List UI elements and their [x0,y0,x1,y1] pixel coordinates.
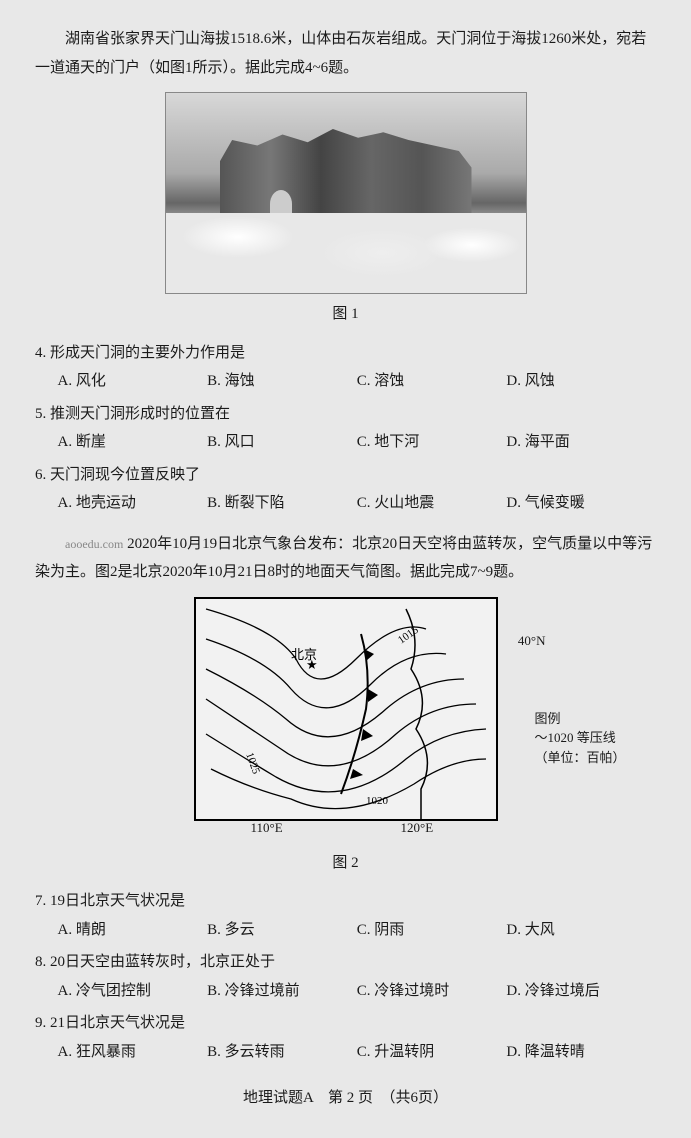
q6-option-c: C. 火山地震 [357,489,507,518]
q4-option-a: A. 风化 [58,367,208,396]
q5-option-d: D. 海平面 [506,428,656,457]
figure-1-caption: 图 1 [35,300,656,329]
question-7: 7. 19日北京天气状况是 A. 晴朗 B. 多云 C. 阴雨 D. 大风 [35,887,656,944]
map-lon-1: 110°E [251,816,283,841]
q8-option-b: B. 冷锋过境前 [207,977,357,1006]
legend-title: 图例 [534,709,625,729]
q7-option-a: A. 晴朗 [58,916,208,945]
q9-option-a: A. 狂风暴雨 [58,1038,208,1067]
q5-stem: 5. 推测天门洞形成时的位置在 [35,400,656,429]
q9-option-c: C. 升温转阴 [357,1038,507,1067]
q6-option-b: B. 断裂下陷 [207,489,357,518]
map-lon-2: 120°E [401,816,434,841]
weather-map: ★ 北京 1015 1025 1020 40°N 110°E 120°E 图例 … [194,597,498,821]
q9-option-d: D. 降温转晴 [506,1038,656,1067]
passage-1: 湖南省张家界天门山海拔1518.6米，山体由石灰岩组成。天门洞位于海拔1260米… [35,25,656,82]
q6-option-d: D. 气候变暖 [506,489,656,518]
q8-option-d: D. 冷锋过境后 [506,977,656,1006]
q6-option-a: A. 地壳运动 [58,489,208,518]
q7-stem: 7. 19日北京天气状况是 [35,887,656,916]
q4-option-b: B. 海蚀 [207,367,357,396]
q4-stem: 4. 形成天门洞的主要外力作用是 [35,339,656,368]
watermark: aooedu.com [65,537,123,551]
passage-2-text: 2020年10月19日北京气象台发布：北京20日天空将由蓝转灰，空气质量以中等污… [35,536,652,581]
question-8: 8. 20日天空由蓝转灰时，北京正处于 A. 冷气团控制 B. 冷锋过境前 C.… [35,948,656,1005]
legend-unit: （单位：百帕） [534,748,625,768]
passage-2: aooedu.com 2020年10月19日北京气象台发布：北京20日天空将由蓝… [35,530,656,587]
legend-line: ～1020 等压线 [534,728,625,748]
q7-option-d: D. 大风 [506,916,656,945]
q8-option-c: C. 冷锋过境时 [357,977,507,1006]
question-6: 6. 天门洞现今位置反映了 A. 地壳运动 B. 断裂下陷 C. 火山地震 D.… [35,461,656,518]
question-5: 5. 推测天门洞形成时的位置在 A. 断崖 B. 风口 C. 地下河 D. 海平… [35,400,656,457]
q4-option-c: C. 溶蚀 [357,367,507,396]
q7-option-b: B. 多云 [207,916,357,945]
q6-stem: 6. 天门洞现今位置反映了 [35,461,656,490]
q7-option-c: C. 阴雨 [357,916,507,945]
svg-text:1025: 1025 [243,750,262,775]
svg-text:1020: 1020 [366,795,389,807]
q5-option-b: B. 风口 [207,428,357,457]
map-legend: 图例 ～1020 等压线 （单位：百帕） [534,709,625,768]
map-city-label: 北京 [291,647,317,662]
q8-stem: 8. 20日天空由蓝转灰时，北京正处于 [35,948,656,977]
question-9: 9. 21日北京天气状况是 A. 狂风暴雨 B. 多云转雨 C. 升温转阴 D.… [35,1009,656,1066]
q8-option-a: A. 冷气团控制 [58,977,208,1006]
map-lat-label: 40°N [518,629,546,654]
q9-option-b: B. 多云转雨 [207,1038,357,1067]
figure-2: ★ 北京 1015 1025 1020 40°N 110°E 120°E 图例 … [136,597,556,878]
figure-1: 图 1 [35,92,656,329]
page-footer: 地理试题A 第 2 页 （共6页） [35,1084,656,1113]
q4-option-d: D. 风蚀 [506,367,656,396]
figure-2-caption: 图 2 [136,849,556,878]
q9-stem: 9. 21日北京天气状况是 [35,1009,656,1038]
question-4: 4. 形成天门洞的主要外力作用是 A. 风化 B. 海蚀 C. 溶蚀 D. 风蚀 [35,339,656,396]
q5-option-c: C. 地下河 [357,428,507,457]
q5-option-a: A. 断崖 [58,428,208,457]
mountain-photo [165,92,527,294]
